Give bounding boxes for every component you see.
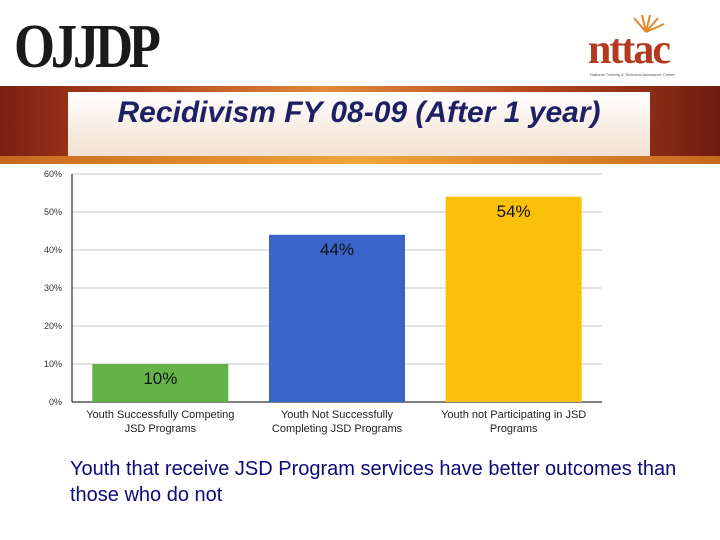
x-category-label: Youth Successfully Competing: [86, 409, 234, 421]
title-panel: [68, 92, 650, 156]
bar-3: [445, 196, 582, 402]
title-stripe: [0, 156, 720, 164]
recidivism-chart: 0% 10% 20% 30% 40% 50% 60% 10% Youth Successfull…: [0, 164, 720, 446]
data-label-3: 54%: [497, 202, 531, 221]
header: OJJDP nttac National Training & Technica…: [0, 0, 720, 92]
nttac-logo-text: nttac: [588, 27, 671, 73]
x-category-label: Youth Not Successfully: [281, 409, 394, 421]
nttac-logo-subtitle: National Training & Technical Assistance…: [590, 72, 675, 77]
chart-svg: 0% 10% 20% 30% 40% 50% 60% 10% Youth Successfull…: [44, 169, 602, 435]
bar-2: [269, 234, 405, 402]
x-category-label: Completing JSD Programs: [272, 423, 403, 435]
nttac-sunburst-icon: [633, 14, 665, 33]
slide-caption: Youth that receive JSD Program services …: [70, 458, 677, 506]
bar-1: [92, 364, 229, 402]
y-tick-label: 20%: [44, 321, 62, 331]
ojjdp-logo: OJJDP: [14, 8, 164, 86]
nttac-logo: nttac National Training & Technical Assi…: [584, 14, 704, 78]
data-label-1: 10%: [143, 369, 177, 388]
slide-title: Recidivism FY 08-09 (After 1 year): [117, 96, 601, 129]
x-category-label: Programs: [490, 423, 538, 435]
y-tick-label: 50%: [44, 207, 62, 217]
y-tick-label: 60%: [44, 169, 62, 179]
ojjdp-logo-text: OJJDP: [14, 13, 161, 81]
y-tick-label: 10%: [44, 359, 62, 369]
x-category-label: Youth not Participating in JSD: [441, 409, 586, 421]
y-tick-label: 0%: [49, 397, 62, 407]
y-tick-label: 40%: [44, 245, 62, 255]
data-label-2: 44%: [320, 240, 354, 259]
x-category-label: JSD Programs: [125, 423, 197, 435]
y-tick-label: 30%: [44, 283, 62, 293]
